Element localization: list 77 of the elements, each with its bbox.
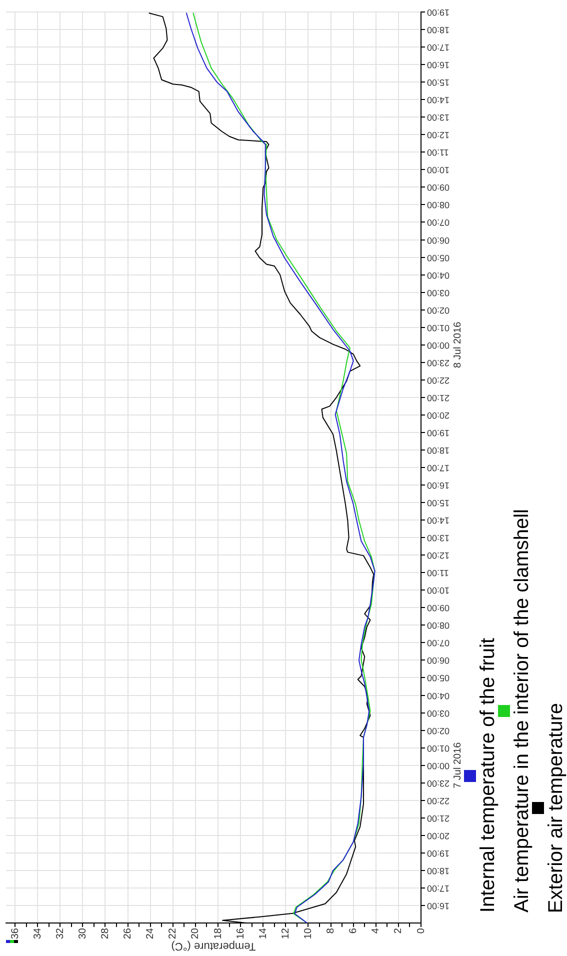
y-tick-label: 17:00 xyxy=(427,463,450,474)
y-tick-label: 05:00 xyxy=(427,673,450,684)
x-tick-label: 0 xyxy=(416,928,427,934)
text: 7 Jul 2016 xyxy=(452,742,464,788)
y-tick-label: 04:00 xyxy=(427,270,450,280)
y-tick-label: 23:00 xyxy=(427,778,450,788)
x-tick-label: 12 xyxy=(280,928,292,940)
y-tick-label: 14:00 xyxy=(427,95,450,106)
x-tick-label: 34 xyxy=(32,928,44,940)
y-tick-label: 12:00 xyxy=(427,550,450,561)
y-tick-label: 09:00 xyxy=(427,603,450,614)
y-tick-label: 17:00 xyxy=(427,883,450,894)
y-tick-label: 04:00 xyxy=(427,690,450,701)
x-axis-title: Temperature (°C) xyxy=(171,940,256,952)
y-tick-label: 07:00 xyxy=(427,638,450,648)
x-tick-label: 10 xyxy=(302,928,314,940)
x-tick-label: 16 xyxy=(235,928,246,940)
x-tick-label: 20 xyxy=(190,928,202,940)
y-tick-label: 17:00 xyxy=(427,42,450,53)
y-tick-label: 09:00 xyxy=(427,182,450,193)
x-tick-label: 4 xyxy=(370,928,382,934)
x-tick-label: 24 xyxy=(145,928,156,940)
y-tick-label: 19:00 xyxy=(427,428,450,438)
legend-label: Air temperature in the interior of the clamshell xyxy=(511,509,533,913)
y-tick-label: 01:00 xyxy=(427,322,450,333)
y-tick-label: 18:00 xyxy=(427,25,450,36)
x-tick-label: 36 xyxy=(10,928,21,940)
x-tick-label: 32 xyxy=(54,928,66,940)
y-tick-label: 16:00 xyxy=(427,60,450,70)
y-tick-label: 02:00 xyxy=(427,726,450,736)
x-tick-label: 8 xyxy=(326,928,337,934)
text: 8 Jul 2016 xyxy=(452,321,464,368)
y-tick-label: 22:00 xyxy=(427,796,450,806)
x-tick-label: 6 xyxy=(348,928,360,934)
y-tick-label: 18:00 xyxy=(427,866,450,876)
y-tick-label: 20:00 xyxy=(427,410,450,420)
y-tick-label: 10:00 xyxy=(427,586,450,596)
y-tick-label: 08:00 xyxy=(427,620,450,631)
y-tick-label: 14:00 xyxy=(427,516,450,526)
y-tick-label: 02:00 xyxy=(427,305,450,316)
y-tick-label: 21:00 xyxy=(427,392,450,403)
y-tick-label: 10:00 xyxy=(427,165,450,176)
y-tick-label: 11:00 xyxy=(427,568,449,578)
y-tick-label: 08:00 xyxy=(427,200,450,210)
y-tick-label: 01:00 xyxy=(427,743,450,754)
y-tick-label: 07:00 xyxy=(427,218,450,228)
x-tick-label: 30 xyxy=(77,928,88,940)
x-tick-label: 14 xyxy=(258,928,269,940)
x-tick-label: 18 xyxy=(212,928,224,940)
y-tick-label: 05:00 xyxy=(427,252,450,263)
y-tick-label: 16:00 xyxy=(427,480,450,491)
legend-label: Internal temperature of the fruit xyxy=(477,638,499,913)
y-tick-label: 21:00 xyxy=(427,813,450,824)
y-tick-label: 22:00 xyxy=(427,375,450,386)
y-tick-label: 16:00 xyxy=(427,900,450,911)
y-tick-label: 11:00 xyxy=(427,148,449,158)
x-tick-label: 22 xyxy=(168,928,179,940)
y-tick-label: 00:00 xyxy=(427,340,450,350)
y-tick-label: 06:00 xyxy=(427,656,450,666)
y-tick-label: 13:00 xyxy=(427,533,450,544)
y-tick-label: 15:00 xyxy=(427,78,450,88)
y-tick-label: 23:00 xyxy=(427,358,450,368)
x-tick-label: 28 xyxy=(100,928,111,940)
x-tick-label: 26 xyxy=(122,928,134,940)
y-tick-label: 03:00 xyxy=(427,708,450,718)
y-tick-label: 03:00 xyxy=(427,288,450,298)
y-tick-label: 19:00 xyxy=(427,8,450,18)
y-tick-label: 13:00 xyxy=(427,112,450,123)
y-tick-label: 00:00 xyxy=(427,760,450,771)
x-tick-label: 2 xyxy=(393,928,404,934)
y-tick-label: 20:00 xyxy=(427,830,450,841)
y-tick-label: 12:00 xyxy=(427,130,450,140)
y-tick-label: 19:00 xyxy=(427,848,450,858)
y-tick-label: 06:00 xyxy=(427,235,450,246)
y-tick-label: 18:00 xyxy=(427,445,450,456)
y-tick-label: 15:00 xyxy=(427,498,450,508)
legend-label: Exterior air temperature xyxy=(545,702,567,913)
